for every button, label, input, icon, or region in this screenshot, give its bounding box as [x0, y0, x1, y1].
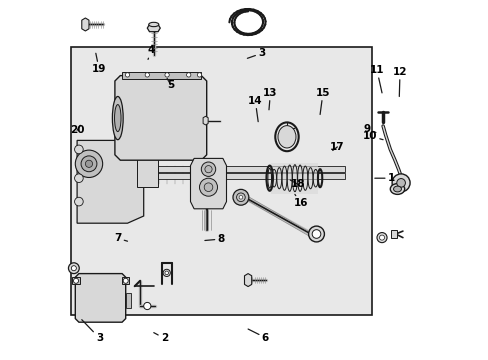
Polygon shape — [75, 274, 125, 322]
Circle shape — [197, 73, 201, 77]
Circle shape — [311, 230, 320, 238]
Bar — [71, 47, 371, 315]
Ellipse shape — [148, 22, 159, 27]
Polygon shape — [203, 116, 208, 125]
Bar — [136, 158, 158, 187]
Text: 7: 7 — [114, 233, 127, 243]
Circle shape — [81, 156, 97, 172]
Circle shape — [396, 179, 405, 187]
Text: 20: 20 — [70, 125, 84, 135]
Text: 12: 12 — [392, 67, 407, 96]
Circle shape — [164, 73, 169, 77]
Circle shape — [186, 73, 190, 77]
Text: 11: 11 — [369, 65, 384, 93]
Text: 18: 18 — [289, 179, 305, 189]
Circle shape — [376, 233, 386, 243]
Polygon shape — [147, 24, 160, 32]
Circle shape — [164, 271, 168, 275]
Circle shape — [239, 195, 242, 199]
Text: 5: 5 — [167, 78, 174, 90]
Circle shape — [204, 183, 212, 192]
Bar — [122, 72, 201, 79]
Circle shape — [143, 302, 151, 310]
Circle shape — [73, 278, 79, 283]
Circle shape — [199, 178, 217, 196]
Text: 17: 17 — [329, 142, 344, 152]
Text: 2: 2 — [153, 333, 168, 343]
Ellipse shape — [389, 184, 404, 194]
Text: 3: 3 — [81, 320, 103, 343]
Circle shape — [85, 160, 92, 167]
Ellipse shape — [112, 96, 123, 140]
Ellipse shape — [277, 126, 295, 148]
Bar — [79, 166, 345, 172]
Polygon shape — [122, 277, 129, 284]
Circle shape — [123, 278, 128, 283]
Ellipse shape — [114, 105, 121, 132]
Text: 8: 8 — [204, 234, 224, 244]
Text: 14: 14 — [247, 96, 262, 122]
Polygon shape — [190, 158, 226, 209]
Text: 1: 1 — [374, 173, 394, 183]
Polygon shape — [115, 76, 206, 160]
Circle shape — [75, 174, 83, 183]
Circle shape — [232, 189, 248, 205]
Circle shape — [236, 193, 244, 202]
Circle shape — [391, 174, 409, 192]
Bar — [79, 173, 345, 179]
Text: 10: 10 — [362, 131, 382, 141]
Text: 6: 6 — [247, 329, 268, 343]
Circle shape — [201, 162, 215, 176]
Circle shape — [379, 235, 384, 240]
Circle shape — [68, 263, 79, 274]
Polygon shape — [81, 18, 89, 31]
Bar — [125, 293, 131, 308]
Circle shape — [75, 150, 102, 177]
Circle shape — [125, 73, 129, 77]
Circle shape — [75, 197, 83, 206]
Circle shape — [204, 166, 212, 173]
Bar — [390, 230, 396, 238]
Circle shape — [308, 226, 324, 242]
Circle shape — [71, 266, 76, 271]
Text: 9: 9 — [363, 124, 375, 134]
Circle shape — [75, 145, 83, 154]
Text: 15: 15 — [315, 88, 329, 114]
Bar — [271, 163, 318, 194]
Polygon shape — [244, 274, 251, 287]
Circle shape — [145, 73, 149, 77]
Text: 13: 13 — [263, 88, 277, 110]
Circle shape — [163, 269, 170, 276]
Text: 3: 3 — [247, 48, 265, 58]
Text: 19: 19 — [92, 53, 106, 74]
Polygon shape — [72, 277, 80, 284]
Ellipse shape — [393, 186, 401, 192]
Text: 16: 16 — [293, 194, 308, 208]
Text: 4: 4 — [148, 45, 155, 59]
Polygon shape — [77, 140, 143, 223]
